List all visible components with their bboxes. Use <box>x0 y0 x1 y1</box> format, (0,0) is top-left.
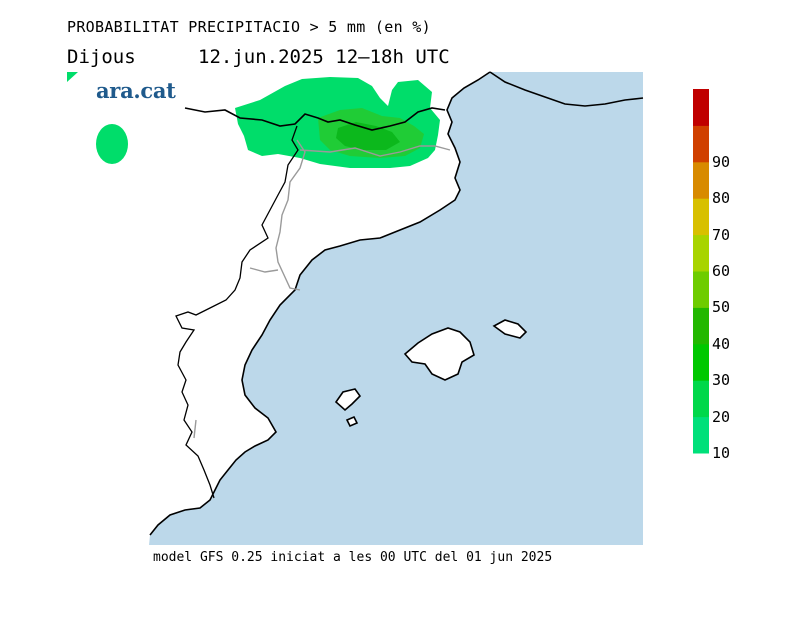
colorbar-tick-label: 90 <box>712 152 731 171</box>
colorbar-tick-label: 50 <box>712 298 731 317</box>
colorbar-tick-label: 80 <box>712 189 731 208</box>
precip-10-20-corner <box>67 72 78 82</box>
colorbar-segment <box>693 234 709 272</box>
island-formentera <box>345 415 359 428</box>
colorbar-segment <box>693 380 709 418</box>
precip-30-40 <box>336 122 400 150</box>
forecast-period: Dijous 12.jun.2025 12–18h UTC <box>67 46 450 68</box>
colorbar-tick-label: 10 <box>712 444 731 462</box>
colorbar-tick-label: 40 <box>712 334 731 353</box>
forecast-day: Dijous <box>67 46 136 68</box>
colorbar-segment <box>693 343 709 381</box>
coast-northeast <box>489 71 644 107</box>
island-menorca <box>492 319 528 339</box>
colorbar-tick-label: 30 <box>712 371 731 390</box>
western-border <box>175 125 299 499</box>
colorbar-tick-label: 20 <box>712 407 731 426</box>
precip-10-20-west <box>96 124 128 164</box>
colorbar-segment <box>693 271 709 308</box>
colorbar-segment <box>693 161 709 199</box>
colorbar-tick-label: 70 <box>712 225 731 244</box>
province-borders <box>193 139 451 439</box>
colorbar-segment <box>693 307 709 345</box>
colorbar-segment <box>693 125 709 163</box>
model-info: model GFS 0.25 iniciat a les 00 UTC del … <box>153 550 553 565</box>
ara-cat-logo[interactable]: ara.cat <box>96 78 176 103</box>
coastline <box>149 71 491 536</box>
island-mallorca <box>403 327 475 381</box>
page-title: PROBABILITAT PRECIPITACIO > 5 mm (en %) <box>67 18 431 36</box>
france-border <box>184 107 446 131</box>
colorbar-segment <box>693 198 709 236</box>
colorbar-segment <box>693 89 709 126</box>
probability-colorbar <box>693 89 709 454</box>
colorbar-segment <box>693 416 709 454</box>
colorbar-tick-label: 60 <box>712 262 731 280</box>
forecast-date-range: 12.jun.2025 12–18h UTC <box>198 46 450 68</box>
land-area <box>149 72 490 545</box>
island-eivissa <box>334 388 362 412</box>
